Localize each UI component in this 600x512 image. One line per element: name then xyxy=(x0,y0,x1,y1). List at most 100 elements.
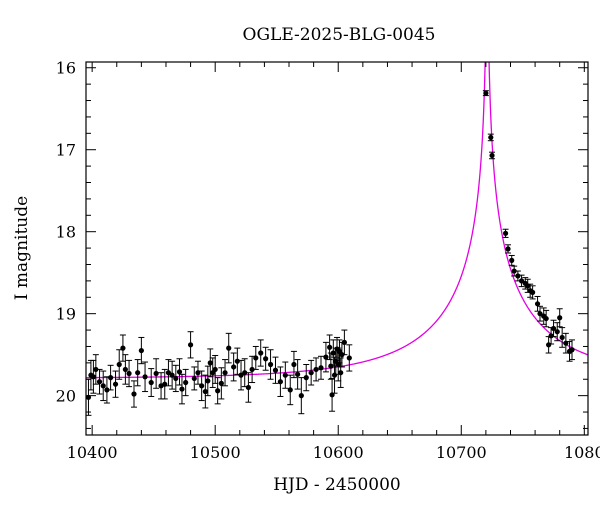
data-point xyxy=(487,133,494,142)
data-marker xyxy=(215,388,221,394)
data-point xyxy=(96,368,103,395)
data-point xyxy=(218,367,225,400)
data-points-layer xyxy=(85,90,576,416)
y-tick-label: 18 xyxy=(56,223,76,242)
data-point xyxy=(176,358,183,386)
axis-tick-labels-layer: 10400 10500 10600 10700 1080 16 17 18 19 20 xyxy=(56,59,600,462)
data-marker xyxy=(537,311,543,317)
data-point xyxy=(569,339,576,361)
data-marker xyxy=(308,370,314,376)
data-point xyxy=(234,347,241,375)
data-marker xyxy=(165,370,172,376)
data-point xyxy=(212,354,219,384)
data-point xyxy=(514,270,521,282)
data-point xyxy=(529,285,536,300)
data-point xyxy=(182,368,189,397)
model-curve-layer xyxy=(86,62,588,379)
data-marker xyxy=(282,372,288,378)
data-marker xyxy=(234,358,240,364)
data-point xyxy=(198,370,205,402)
data-marker xyxy=(502,230,509,236)
data-marker xyxy=(120,345,126,351)
data-point xyxy=(489,151,496,160)
data-point xyxy=(482,90,489,97)
data-marker xyxy=(303,375,309,381)
data-point xyxy=(518,274,525,288)
data-marker xyxy=(148,379,154,386)
data-marker xyxy=(218,380,224,386)
data-point xyxy=(153,358,160,389)
data-point xyxy=(142,361,149,393)
data-marker xyxy=(138,347,144,354)
data-marker xyxy=(331,372,338,378)
data-point xyxy=(267,349,274,380)
data-point xyxy=(313,357,320,382)
data-point xyxy=(502,228,509,238)
data-point xyxy=(134,359,141,387)
data-marker xyxy=(509,257,515,263)
data-marker xyxy=(546,342,552,348)
data-marker xyxy=(104,387,110,393)
y-tick-label: 16 xyxy=(56,59,76,78)
data-point xyxy=(287,374,294,406)
data-point xyxy=(158,372,165,400)
data-point xyxy=(92,354,99,385)
data-point xyxy=(230,352,237,382)
data-marker xyxy=(153,370,159,377)
data-point xyxy=(326,334,333,361)
data-marker xyxy=(207,360,213,366)
data-marker xyxy=(267,361,274,368)
data-point xyxy=(559,327,566,348)
data-marker xyxy=(253,355,259,361)
data-marker xyxy=(489,152,495,159)
data-point xyxy=(346,344,353,372)
data-point xyxy=(191,366,198,391)
data-point xyxy=(298,377,305,415)
data-point xyxy=(337,357,344,388)
data-marker xyxy=(242,370,248,376)
data-marker xyxy=(511,268,517,274)
data-point xyxy=(169,360,176,390)
data-marker xyxy=(557,315,563,321)
data-marker xyxy=(131,391,137,397)
data-marker xyxy=(515,273,521,279)
data-point xyxy=(238,359,245,391)
data-marker xyxy=(122,366,128,373)
data-point xyxy=(107,364,114,391)
data-marker xyxy=(93,366,99,373)
data-marker xyxy=(183,379,189,386)
data-marker xyxy=(100,383,106,389)
data-marker xyxy=(173,375,179,382)
data-marker xyxy=(346,355,352,361)
data-point xyxy=(148,368,155,397)
data-point xyxy=(222,359,229,387)
y-tick-label: 19 xyxy=(56,305,76,324)
data-point xyxy=(116,349,123,380)
data-marker xyxy=(318,365,324,371)
data-marker xyxy=(238,372,244,378)
data-marker xyxy=(505,246,511,252)
data-marker xyxy=(327,344,333,350)
data-point xyxy=(277,366,284,397)
data-marker xyxy=(287,387,293,393)
data-marker xyxy=(191,375,197,382)
data-marker xyxy=(483,90,489,96)
data-point xyxy=(556,308,563,328)
data-point xyxy=(318,355,325,380)
data-point xyxy=(272,356,279,384)
x-tick-label: 10700 xyxy=(436,443,487,462)
data-marker xyxy=(530,289,536,295)
data-marker xyxy=(179,386,185,392)
data-point xyxy=(100,370,107,402)
data-marker xyxy=(245,384,252,391)
data-marker xyxy=(249,366,255,373)
data-point xyxy=(112,370,119,398)
data-point xyxy=(341,329,348,356)
x-tick-label: 10500 xyxy=(190,443,241,462)
data-marker xyxy=(550,325,557,332)
data-marker xyxy=(226,345,232,351)
data-marker xyxy=(199,383,205,389)
data-marker xyxy=(205,378,211,384)
data-point xyxy=(245,372,252,403)
